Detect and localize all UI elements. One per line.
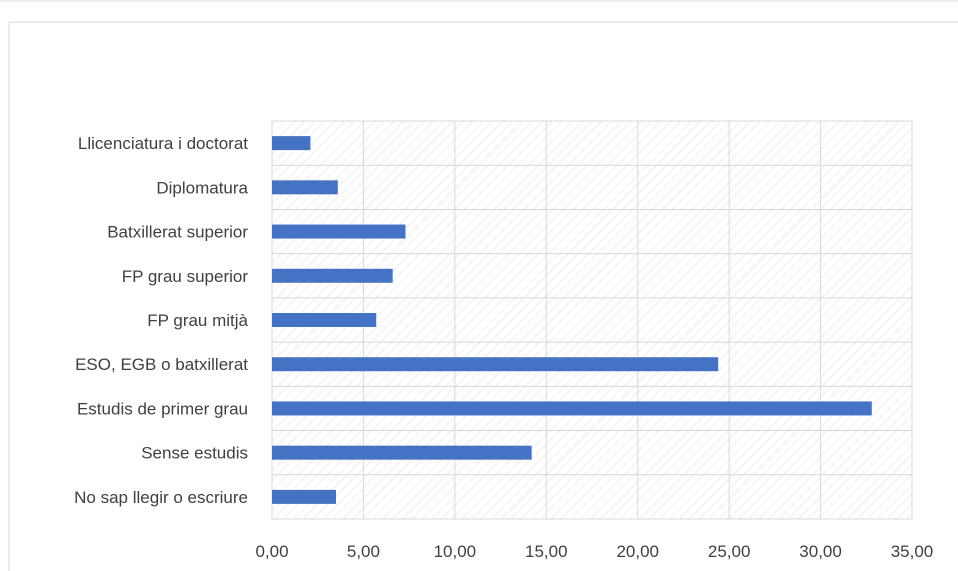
category-label: Llicenciatura i doctorat [78,134,248,153]
category-label: ESO, EGB o batxillerat [75,355,248,374]
bar [272,268,393,283]
x-tick-label: 15,00 [525,542,568,561]
x-tick-label: 30,00 [799,542,842,561]
x-tick-label: 0,00 [255,542,288,561]
x-tick-label: 20,00 [616,542,659,561]
x-tick-label: 10,00 [434,542,477,561]
category-label: Diplomatura [156,178,248,197]
category-label: Estudis de primer grau [77,399,248,418]
bar [272,445,532,460]
x-tick-label: 25,00 [708,542,751,561]
bar [272,489,336,504]
bar [272,180,338,195]
bar [272,401,872,416]
category-label: FP grau mitjà [147,311,248,330]
bar [272,313,377,327]
bar [272,357,719,372]
category-label: Batxillerat superior [107,223,248,242]
x-tick-label: 5,00 [347,542,380,561]
category-label: Sense estudis [141,444,248,463]
x-tick-label: 35,00 [891,542,934,561]
bar [272,224,406,239]
category-label: No sap llegir o escriure [74,488,248,507]
bar [272,136,311,151]
category-label: FP grau superior [122,267,249,286]
